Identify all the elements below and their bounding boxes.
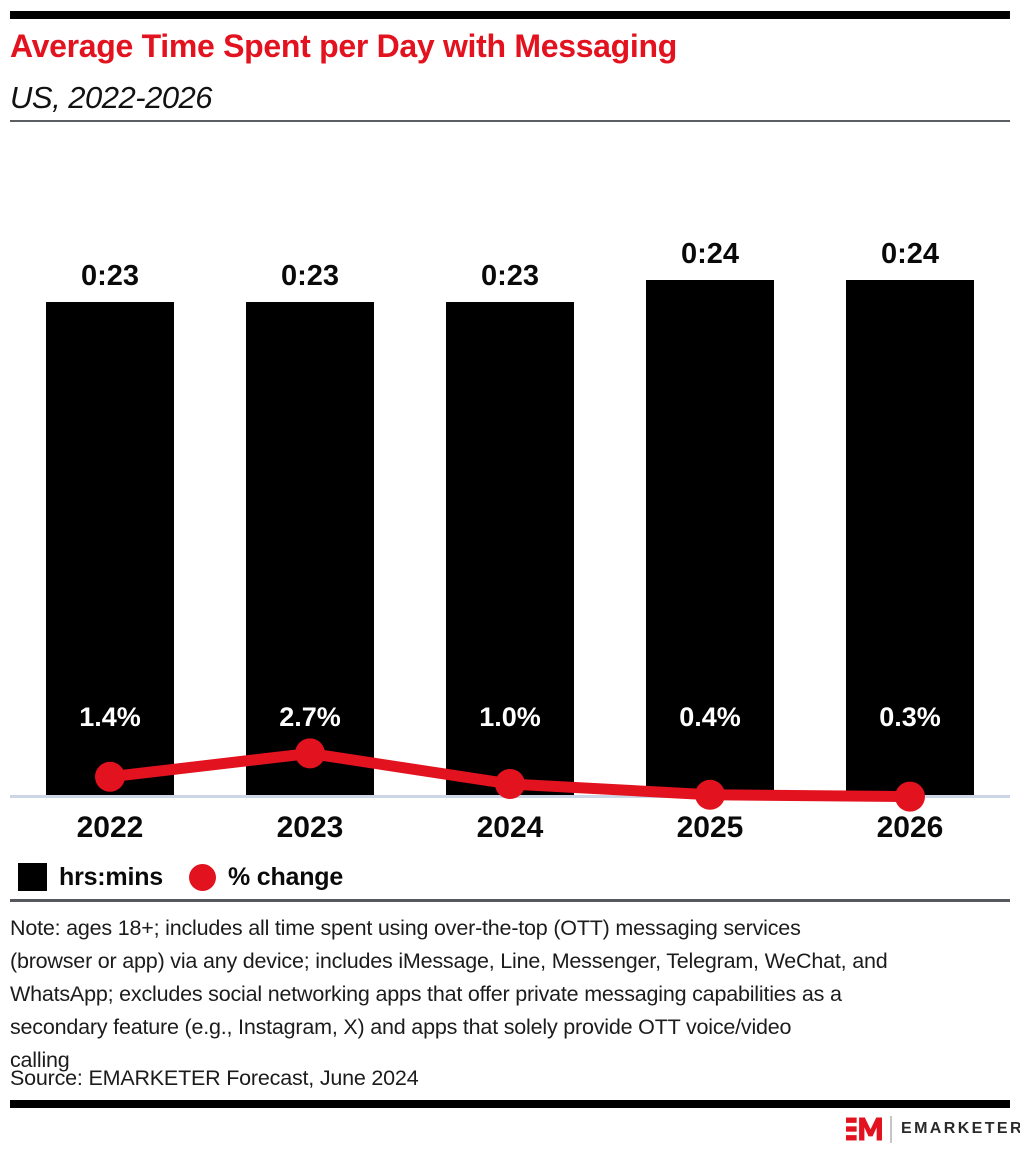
bar [446,301,574,796]
x-axis-line [10,795,1010,798]
x-tick-label: 2024 [476,811,544,844]
legend-label: hrs:mins [59,862,163,891]
x-tick-label: 2022 [76,811,144,844]
x-tick-label: 2025 [676,811,744,844]
bar-value-label: 0:24 [680,238,740,270]
legend-divider [10,899,1010,902]
top-brand-rule [10,11,1010,19]
bar-value-label: 0:24 [880,238,940,270]
brand-logo: EMARKETER [846,1114,1020,1144]
legend: hrs:mins % change [18,858,343,896]
header-divider [10,120,1010,122]
bar-pct-label: 0.3% [879,702,941,732]
brand-wordmark: EMARKETER [901,1120,1020,1137]
bottom-brand-rule [10,1100,1010,1108]
emarketer-monogram-icon [846,1117,882,1141]
bar-value-label: 0:23 [480,259,540,292]
legend-square-swatch [18,863,47,891]
bar [646,280,774,796]
bar-pct-label: 2.7% [279,702,341,732]
footnote-line: Note: ages 18+; includes all time spent … [10,916,801,940]
page-title: Average Time Spent per Day with Messagin… [10,28,678,64]
logo-divider [890,1115,892,1143]
footnote-line: WhatsApp; excludes social networking app… [10,982,842,1006]
bar-pct-label: 0.4% [679,702,741,732]
x-tick-label: 2026 [876,811,944,844]
bar [246,301,374,796]
bar [46,301,174,796]
bar-value-label: 0:23 [80,259,140,292]
bar-value-label: 0:23 [280,259,340,292]
legend-circle-swatch [188,863,216,891]
page-subtitle: US, 2022-2026 [10,80,213,115]
bar [846,280,974,796]
bar-pct-label: 1.0% [479,702,541,732]
legend-label: % change [227,862,344,891]
x-tick-label: 2023 [276,811,344,844]
legend-item: % change [188,862,344,892]
bar-pct-label: 1.4% [79,702,141,732]
legend-item: hrs:mins [18,863,163,892]
footnote-line: secondary feature (e.g., Instagram, X) a… [10,1015,792,1039]
footnote: Note: ages 18+; includes all time spent … [10,912,1010,1077]
footnote-line: calling [10,1048,70,1072]
source-line: Source: EMARKETER Forecast, June 2024 [10,1066,419,1090]
footnote-line: (browser or app) via any device; include… [10,949,888,973]
